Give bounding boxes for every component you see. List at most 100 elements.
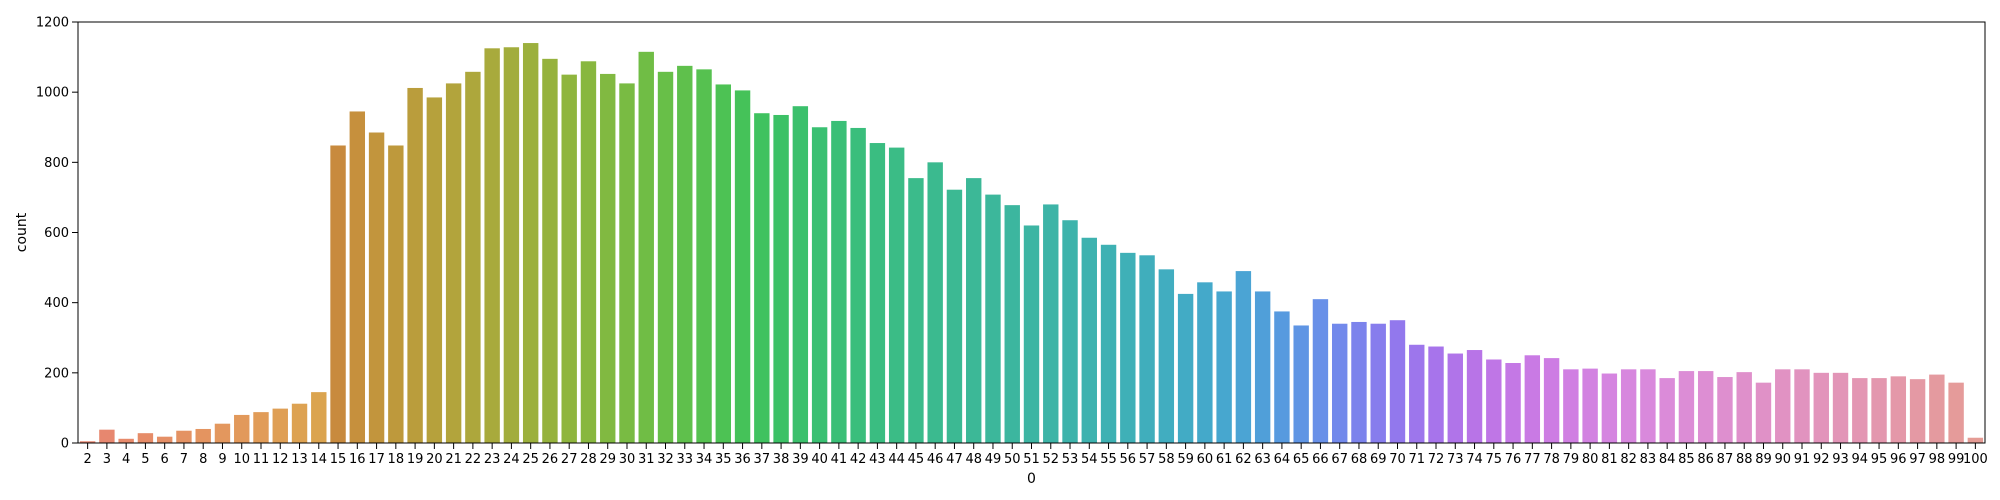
x-tick-label: 85 <box>1678 452 1695 467</box>
bar-91 <box>1794 369 1810 443</box>
bar-42 <box>850 127 866 443</box>
x-tick-label: 53 <box>1062 452 1079 467</box>
plot-frame <box>77 21 1986 444</box>
x-tick-label: 99 <box>1948 452 1965 467</box>
bar-78 <box>1543 358 1560 443</box>
x-tick-label: 54 <box>1081 452 1098 467</box>
x-tick-label: 2 <box>83 452 91 467</box>
x-tick-label: 49 <box>985 452 1002 467</box>
x-tick-label: 79 <box>1563 452 1580 467</box>
bar-53 <box>1062 220 1078 443</box>
bar-17 <box>368 132 385 443</box>
x-tick-label: 100 <box>1963 452 1988 467</box>
bar-29 <box>600 73 616 444</box>
x-tick-label: 83 <box>1640 452 1657 467</box>
x-tick-label: 98 <box>1929 452 1946 467</box>
x-tick-label: 71 <box>1408 452 1425 467</box>
bar-49 <box>985 194 1001 443</box>
bar-41 <box>831 120 847 443</box>
bar-51 <box>1023 225 1040 443</box>
x-tick-label: 63 <box>1254 452 1271 467</box>
x-tick-label: 96 <box>1890 452 1907 467</box>
x-tick-label: 93 <box>1832 452 1849 467</box>
x-tick-label: 8 <box>199 452 207 467</box>
bar-18 <box>388 145 404 444</box>
x-tick-label: 50 <box>1004 452 1021 467</box>
x-tick-label: 91 <box>1794 452 1811 467</box>
bar-98 <box>1929 374 1945 443</box>
bar-59 <box>1177 293 1194 443</box>
x-tick-label: 65 <box>1293 452 1310 467</box>
bar-39 <box>792 106 809 443</box>
y-tick-label: 1000 <box>36 86 69 101</box>
x-tick-label: 90 <box>1774 452 1791 467</box>
x-tick-label: 60 <box>1197 452 1214 467</box>
bar-67 <box>1332 323 1348 443</box>
bar-27 <box>561 74 577 444</box>
bar-8 <box>195 428 211 443</box>
x-tick-label: 26 <box>542 452 559 467</box>
bar-7 <box>176 430 192 443</box>
x-tick-label: 30 <box>619 452 636 467</box>
bar-19 <box>407 87 423 444</box>
bar-33 <box>677 65 693 443</box>
bars-group <box>79 43 1984 444</box>
bar-14 <box>311 392 327 443</box>
x-tick-label: 6 <box>161 452 169 467</box>
x-tick-label: 82 <box>1620 452 1637 467</box>
y-tick-label: 600 <box>44 226 69 241</box>
bar-50 <box>1004 205 1020 443</box>
bar-92 <box>1813 372 1829 443</box>
bar-74 <box>1466 350 1483 443</box>
bar-25 <box>522 43 539 444</box>
x-tick-label: 51 <box>1023 452 1040 467</box>
bar-87 <box>1717 377 1733 443</box>
bar-20 <box>426 97 443 444</box>
bar-85 <box>1678 371 1695 443</box>
bar-34 <box>696 69 712 444</box>
bar-96 <box>1890 376 1907 443</box>
x-tick-label: 68 <box>1351 452 1368 467</box>
bar-26 <box>542 58 558 444</box>
bar-58 <box>1158 269 1175 443</box>
bar-40 <box>811 127 828 443</box>
x-tick-label: 11 <box>253 452 270 467</box>
x-tick-label: 3 <box>103 452 111 467</box>
x-tick-label: 73 <box>1447 452 1464 467</box>
bar-72 <box>1428 346 1444 443</box>
bar-79 <box>1563 369 1579 443</box>
x-tick-label: 41 <box>831 452 848 467</box>
x-tick-label: 67 <box>1331 452 1348 467</box>
x-tick-label: 52 <box>1042 452 1059 467</box>
bar-12 <box>272 408 288 443</box>
x-tick-label: 4 <box>122 452 130 467</box>
bar-97 <box>1909 379 1926 443</box>
x-tick-label: 95 <box>1871 452 1888 467</box>
x-tick-label: 81 <box>1601 452 1618 467</box>
x-tick-label: 76 <box>1505 452 1522 467</box>
x-tick-label: 59 <box>1177 452 1194 467</box>
bar-21 <box>445 83 462 444</box>
bar-75 <box>1486 359 1502 443</box>
bar-56 <box>1120 252 1136 443</box>
x-axis-title: 0 <box>1027 471 1036 487</box>
bar-95 <box>1871 378 1887 443</box>
x-tick-label: 13 <box>291 452 308 467</box>
x-tick-label: 69 <box>1370 452 1387 467</box>
bar-46 <box>927 162 943 443</box>
x-tick-label: 45 <box>908 452 925 467</box>
x-tick-label: 77 <box>1524 452 1541 467</box>
x-tick-label: 22 <box>465 452 482 467</box>
y-tick-label: 1200 <box>36 16 69 31</box>
x-tick-label: 58 <box>1158 452 1175 467</box>
x-tick-label: 89 <box>1755 452 1772 467</box>
x-tick-label: 56 <box>1120 452 1137 467</box>
x-tick-label: 7 <box>180 452 188 467</box>
y-axis: 0 200 400 600 800 1000 1200 <box>36 16 78 452</box>
bar-52 <box>1043 204 1059 443</box>
bar-30 <box>619 83 635 444</box>
x-tick-label: 35 <box>715 452 732 467</box>
x-tick-label: 62 <box>1235 452 1252 467</box>
bar-100 <box>1967 437 1984 443</box>
